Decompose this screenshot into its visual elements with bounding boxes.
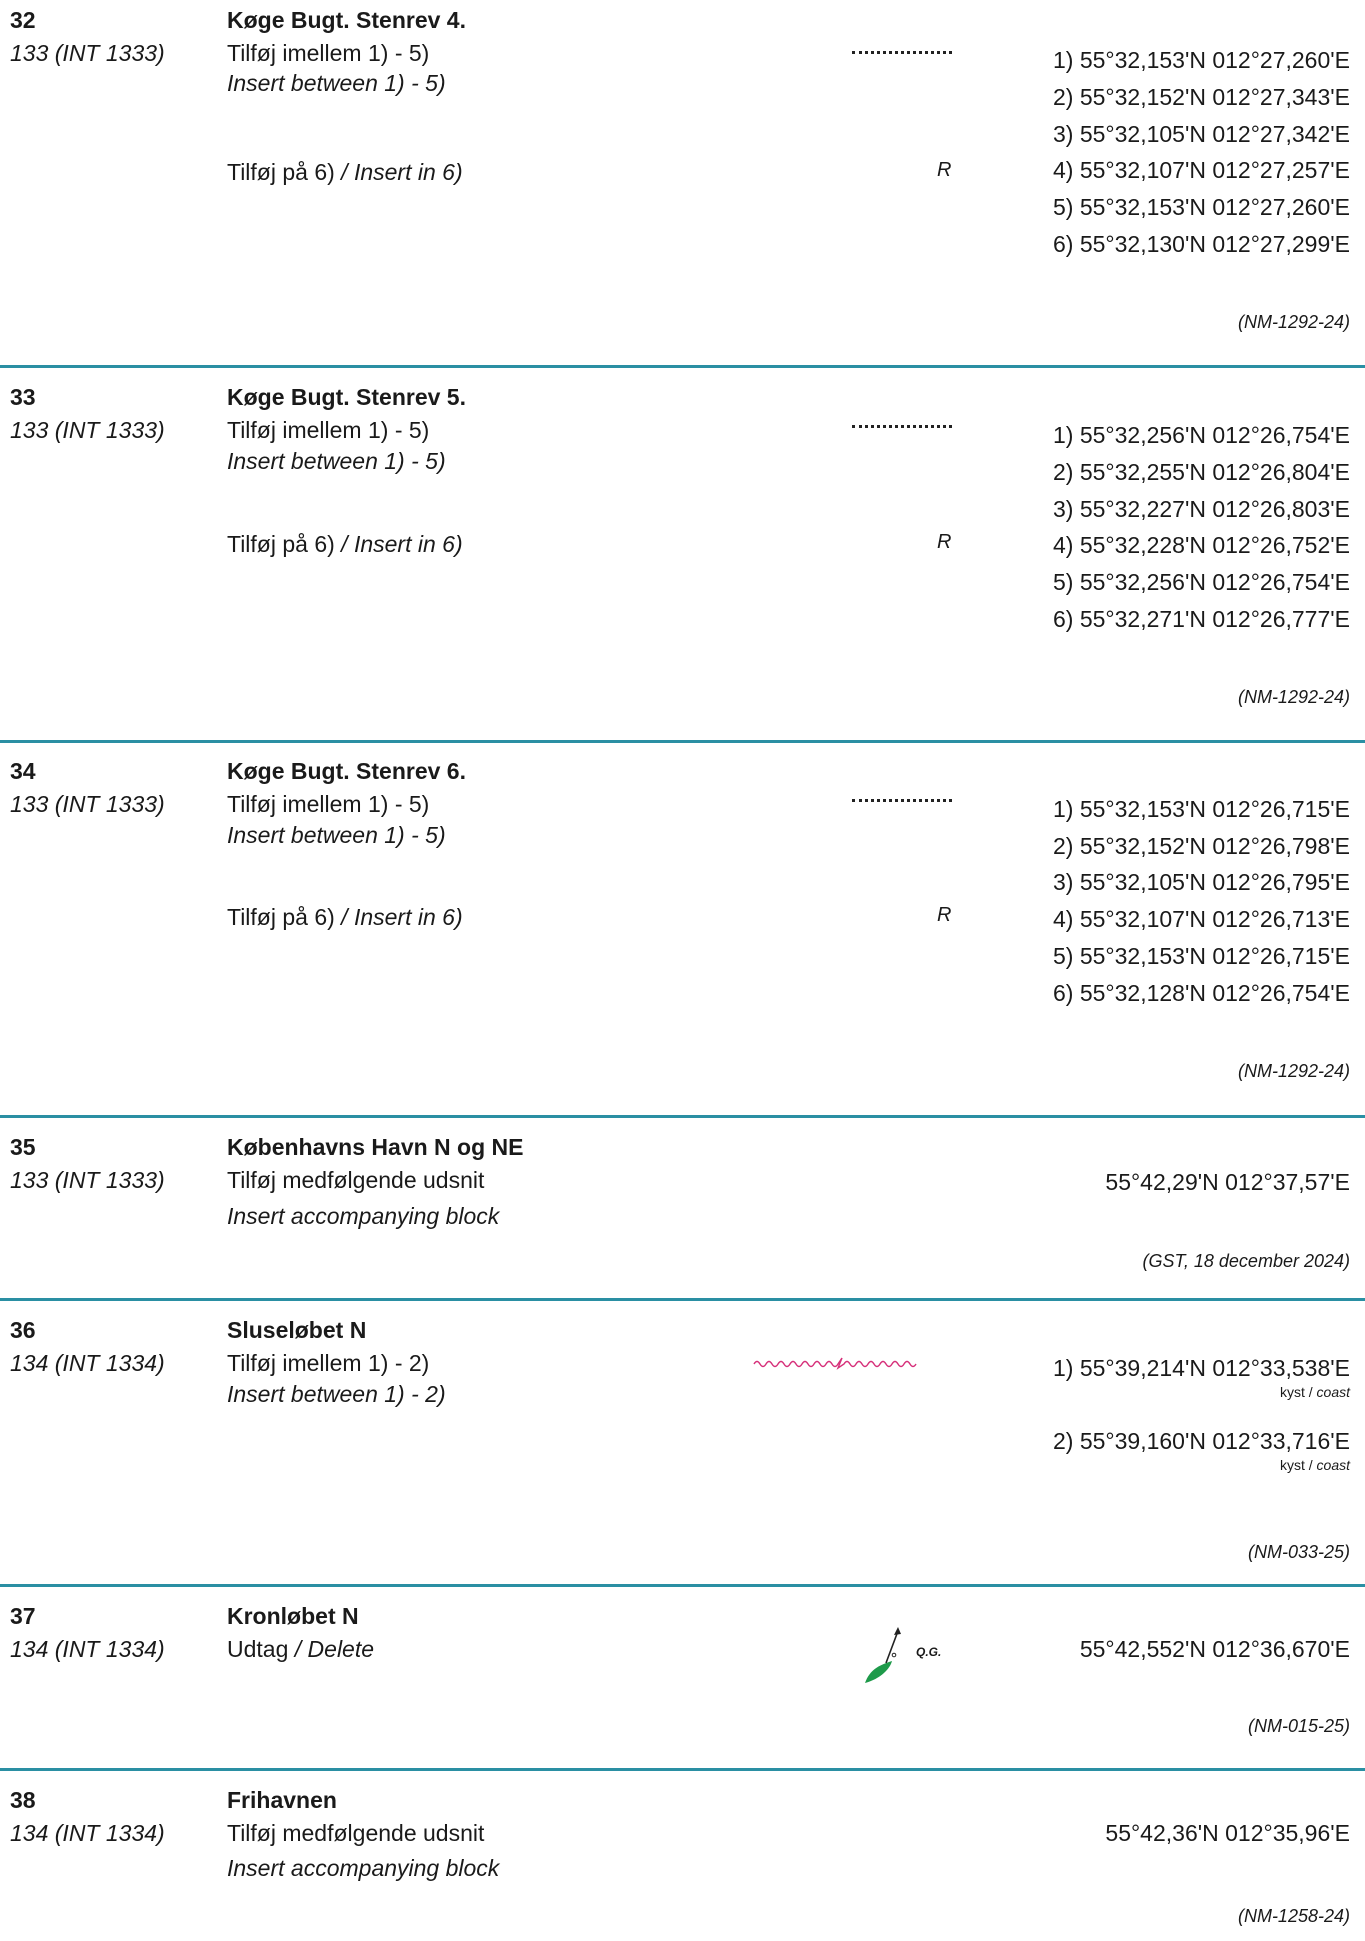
coordinate: 3) 55°32,105'N 012°26,795'E [1052, 869, 1350, 895]
coordinate: 4) 55°32,107'N 012°27,257'E [1052, 157, 1350, 183]
instruction-da: Tilføj imellem 1) - 5) [227, 40, 430, 66]
instruction-en: Insert between 1) - 5) [227, 448, 446, 474]
entry-number: 34 [10, 758, 36, 784]
entry-title: Køge Bugt. Stenrev 6. [227, 758, 466, 784]
coordinate: 6) 55°32,128'N 012°26,754'E [1052, 980, 1350, 1006]
rock-symbol-label: R [937, 531, 952, 553]
source-reference: (NM-1258-24) [1237, 1906, 1350, 1926]
dotted-line-symbol [852, 799, 952, 805]
instruction: Udtag / Delete [227, 1636, 375, 1662]
instruction-en: Insert accompanying block [227, 1855, 500, 1881]
coordinate: 2) 55°32,255'N 012°26,804'E [1052, 459, 1350, 485]
coordinate: 6) 55°32,271'N 012°26,777'E [1052, 606, 1350, 632]
coordinate: 55°42,36'N 012°35,96'E [1105, 1820, 1350, 1846]
instruction-2: Tilføj på 6) / Insert in 6) [227, 159, 463, 185]
chart-number: 133 (INT 1333) [10, 1167, 165, 1193]
coordinate: 55°42,552'N 012°36,670'E [1079, 1636, 1350, 1662]
entry-number: 33 [10, 384, 36, 410]
instruction-da: Tilføj imellem 1) - 5) [227, 417, 430, 443]
instruction-da: Tilføj medfølgende udsnit [227, 1820, 485, 1846]
light-characteristic-label: Q.G. [916, 1645, 942, 1659]
coordinate: 6) 55°32,130'N 012°27,299'E [1052, 231, 1350, 257]
entry-title: Køge Bugt. Stenrev 4. [227, 7, 466, 33]
entry-title: Frihavnen [227, 1787, 337, 1813]
entry-number: 38 [10, 1787, 36, 1813]
coordinate: 2) 55°39,160'N 012°33,716'E [1052, 1428, 1350, 1454]
entry-number: 36 [10, 1317, 36, 1343]
source-reference: (NM-1292-24) [1237, 1061, 1350, 1081]
dotted-line-symbol [852, 425, 952, 431]
coordinate: 1) 55°32,256'N 012°26,754'E [1052, 422, 1350, 448]
divider [0, 740, 1365, 743]
divider [0, 1115, 1365, 1118]
instruction-2: Tilføj på 6) / Insert in 6) [227, 531, 463, 557]
coastline-symbol-icon [753, 1357, 917, 1370]
coordinate: 5) 55°32,256'N 012°26,754'E [1052, 569, 1350, 595]
coordinate: 1) 55°39,214'N 012°33,538'E [1052, 1355, 1350, 1381]
source-reference: (NM-1292-24) [1237, 312, 1350, 332]
chart-number: 133 (INT 1333) [10, 417, 165, 443]
divider [0, 1768, 1365, 1771]
entry-number: 37 [10, 1603, 36, 1629]
light-buoy-icon [865, 1627, 901, 1683]
entry-title: Kronløbet N [227, 1603, 359, 1629]
rock-symbol-label: R [937, 904, 952, 926]
coordinate: 5) 55°32,153'N 012°26,715'E [1052, 943, 1350, 969]
coordinate: 1) 55°32,153'N 012°27,260'E [1052, 47, 1350, 73]
instruction-2: Tilføj på 6) / Insert in 6) [227, 904, 463, 930]
coordinate: 4) 55°32,107'N 012°26,713'E [1052, 906, 1350, 932]
instruction-en: Insert between 1) - 5) [227, 822, 446, 848]
coordinate: 3) 55°32,105'N 012°27,342'E [1052, 121, 1350, 147]
entry-title: Køge Bugt. Stenrev 5. [227, 384, 466, 410]
instruction-da: Tilføj imellem 1) - 5) [227, 791, 430, 817]
chart-number: 134 (INT 1334) [10, 1350, 165, 1376]
instruction-en: Insert accompanying block [227, 1203, 500, 1229]
entry-title: Sluseløbet N [227, 1317, 367, 1343]
source-reference: (NM-015-25) [1247, 1716, 1350, 1736]
coast-note: kyst / coast [1279, 1457, 1350, 1473]
source-reference: (NM-033-25) [1247, 1542, 1350, 1562]
source-reference: (GST, 18 december 2024) [1142, 1251, 1350, 1271]
coordinate: 1) 55°32,153'N 012°26,715'E [1052, 796, 1350, 822]
chart-number: 133 (INT 1333) [10, 40, 165, 66]
coast-note: kyst / coast [1279, 1384, 1350, 1400]
rock-symbol-label: R [937, 159, 952, 181]
instruction-da: Tilføj medfølgende udsnit [227, 1167, 485, 1193]
entry-number: 35 [10, 1134, 36, 1160]
divider [0, 1584, 1365, 1587]
coordinate: 5) 55°32,153'N 012°27,260'E [1052, 194, 1350, 220]
instruction-en: Insert between 1) - 5) [227, 70, 446, 96]
divider [0, 365, 1365, 368]
source-reference: (NM-1292-24) [1237, 687, 1350, 707]
entry-number: 32 [10, 7, 36, 33]
dotted-line-symbol [852, 51, 952, 57]
coordinate: 4) 55°32,228'N 012°26,752'E [1052, 532, 1350, 558]
chart-number: 134 (INT 1334) [10, 1820, 165, 1846]
coordinate: 2) 55°32,152'N 012°27,343'E [1052, 84, 1350, 110]
coordinate: 2) 55°32,152'N 012°26,798'E [1052, 833, 1350, 859]
instruction-en: Insert between 1) - 2) [227, 1381, 446, 1407]
chart-number: 133 (INT 1333) [10, 791, 165, 817]
instruction-da: Tilføj imellem 1) - 2) [227, 1350, 430, 1376]
divider [0, 1298, 1365, 1301]
coordinate: 3) 55°32,227'N 012°26,803'E [1052, 496, 1350, 522]
chart-number: 134 (INT 1334) [10, 1636, 165, 1662]
coordinate: 55°42,29'N 012°37,57'E [1105, 1169, 1350, 1195]
entry-title: Københavns Havn N og NE [227, 1134, 524, 1160]
